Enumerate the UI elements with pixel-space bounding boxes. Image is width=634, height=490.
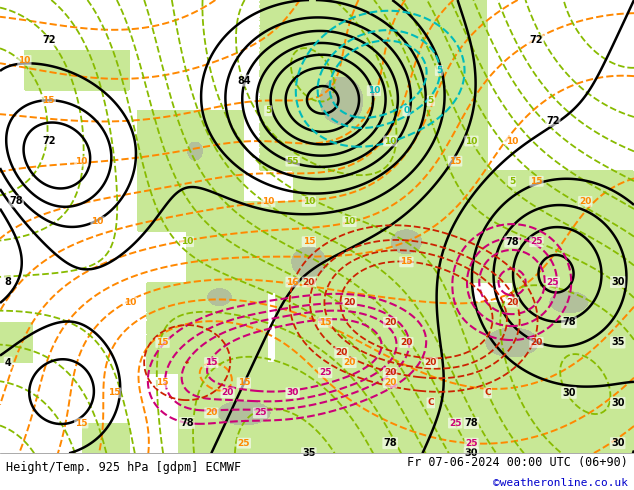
Text: 10: 10 bbox=[181, 237, 193, 246]
Text: 20: 20 bbox=[344, 297, 356, 307]
Text: 35: 35 bbox=[302, 448, 316, 458]
Text: 78: 78 bbox=[465, 418, 478, 428]
Text: 30: 30 bbox=[465, 448, 478, 458]
Text: 30: 30 bbox=[562, 388, 576, 398]
Text: 35: 35 bbox=[611, 338, 624, 347]
Text: 20: 20 bbox=[425, 358, 437, 367]
Text: 20: 20 bbox=[530, 338, 543, 347]
Text: 0: 0 bbox=[403, 106, 410, 115]
Text: 78: 78 bbox=[562, 318, 576, 327]
Text: 15: 15 bbox=[157, 338, 169, 347]
Text: C: C bbox=[427, 398, 434, 407]
Text: 20: 20 bbox=[302, 277, 315, 287]
Text: 72: 72 bbox=[530, 35, 543, 45]
Text: 20: 20 bbox=[400, 338, 413, 347]
Text: 20: 20 bbox=[506, 297, 518, 307]
Text: 5: 5 bbox=[436, 66, 442, 75]
Text: 8: 8 bbox=[4, 277, 11, 287]
Text: 20: 20 bbox=[384, 368, 396, 377]
Text: 4: 4 bbox=[4, 358, 11, 368]
Text: 5: 5 bbox=[509, 177, 515, 186]
Text: 72: 72 bbox=[42, 136, 56, 146]
Text: 78: 78 bbox=[384, 438, 397, 448]
Text: 10: 10 bbox=[302, 197, 315, 206]
Text: 15: 15 bbox=[400, 257, 413, 267]
Text: 20: 20 bbox=[344, 358, 356, 367]
Text: 15: 15 bbox=[302, 237, 315, 246]
Text: 25: 25 bbox=[319, 368, 332, 377]
Text: 72: 72 bbox=[42, 35, 56, 45]
Text: 10: 10 bbox=[262, 197, 275, 206]
Text: 10: 10 bbox=[91, 217, 104, 226]
Text: 30: 30 bbox=[287, 388, 299, 397]
Text: 15: 15 bbox=[108, 388, 120, 397]
Text: 20: 20 bbox=[384, 378, 396, 387]
Text: 10: 10 bbox=[18, 56, 30, 65]
Text: Fr 07-06-2024 00:00 UTC (06+90): Fr 07-06-2024 00:00 UTC (06+90) bbox=[407, 456, 628, 469]
Text: 30: 30 bbox=[611, 398, 624, 408]
Text: 10: 10 bbox=[124, 297, 136, 307]
Text: 25: 25 bbox=[449, 418, 462, 428]
Text: 10: 10 bbox=[75, 157, 87, 166]
Text: 84: 84 bbox=[237, 75, 250, 86]
Text: Height/Temp. 925 hPa [gdpm] ECMWF: Height/Temp. 925 hPa [gdpm] ECMWF bbox=[6, 462, 242, 474]
Text: 78: 78 bbox=[10, 196, 23, 206]
Text: 15: 15 bbox=[205, 358, 217, 367]
Text: 15: 15 bbox=[157, 378, 169, 387]
Text: 78: 78 bbox=[505, 237, 519, 247]
Text: 10: 10 bbox=[465, 137, 477, 146]
Text: 25: 25 bbox=[254, 409, 266, 417]
Text: 10: 10 bbox=[344, 217, 356, 226]
Text: 20: 20 bbox=[221, 388, 234, 397]
Text: 10: 10 bbox=[384, 137, 396, 146]
Text: 15: 15 bbox=[42, 96, 55, 105]
Text: 5: 5 bbox=[265, 106, 271, 115]
Text: 15: 15 bbox=[238, 378, 250, 387]
Text: 72: 72 bbox=[546, 116, 559, 126]
Text: 15: 15 bbox=[319, 318, 332, 327]
Text: 15: 15 bbox=[449, 157, 462, 166]
Text: 20: 20 bbox=[335, 348, 347, 357]
Text: 30: 30 bbox=[611, 438, 624, 448]
Text: 25: 25 bbox=[547, 277, 559, 287]
Text: 10: 10 bbox=[506, 137, 518, 146]
Text: 30: 30 bbox=[611, 277, 624, 287]
Text: C: C bbox=[484, 388, 491, 397]
Text: 16: 16 bbox=[287, 277, 299, 287]
Text: 20: 20 bbox=[205, 409, 217, 417]
Text: 10: 10 bbox=[368, 86, 380, 95]
Text: 78: 78 bbox=[180, 418, 194, 428]
Text: 55: 55 bbox=[287, 157, 299, 166]
Text: 5: 5 bbox=[428, 96, 434, 105]
Text: 20: 20 bbox=[384, 318, 396, 327]
Text: 25: 25 bbox=[530, 237, 543, 246]
Text: 20: 20 bbox=[579, 197, 592, 206]
Text: 15: 15 bbox=[75, 418, 87, 428]
Text: 15: 15 bbox=[530, 177, 543, 186]
Text: 25: 25 bbox=[465, 439, 477, 448]
Text: 25: 25 bbox=[238, 439, 250, 448]
Text: ©weatheronline.co.uk: ©weatheronline.co.uk bbox=[493, 478, 628, 488]
